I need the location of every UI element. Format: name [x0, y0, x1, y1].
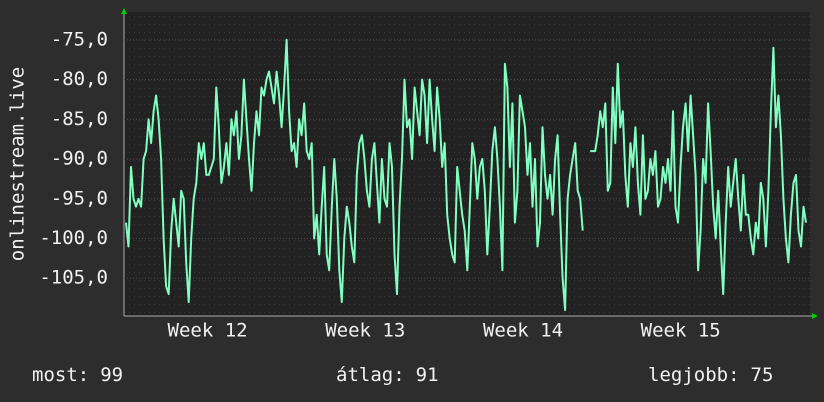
- y-tick-label: -75,0: [51, 28, 108, 50]
- x-tick-label: Week 12: [168, 320, 248, 342]
- y-tick-label: -105,0: [39, 267, 108, 289]
- stat: legjobb: 75: [648, 364, 773, 386]
- stat-label: átlag:: [336, 364, 405, 386]
- y-axis-label: onlinestream.live: [7, 67, 29, 261]
- stat: átlag: 91: [336, 364, 439, 386]
- stat-value: 91: [416, 364, 439, 386]
- x-tick-label: Week 15: [641, 320, 721, 342]
- x-tick-label: Week 14: [483, 320, 563, 342]
- x-tick-label: Week 13: [325, 320, 405, 342]
- stat: most: 99: [32, 364, 123, 386]
- y-tick-label: -95,0: [51, 187, 108, 209]
- stat-label: legjobb:: [648, 364, 740, 386]
- stat-label: most:: [32, 364, 89, 386]
- x-arrow: [812, 313, 818, 319]
- stat-value: 75: [751, 364, 774, 386]
- y-tick-label: -80,0: [51, 68, 108, 90]
- stat-value: 99: [100, 364, 123, 386]
- y-tick-label: -90,0: [51, 148, 108, 170]
- data-line: [125, 38, 807, 311]
- y-tick-label: -85,0: [51, 108, 108, 130]
- y-arrow: [121, 8, 127, 14]
- y-tick-label: -100,0: [39, 227, 108, 249]
